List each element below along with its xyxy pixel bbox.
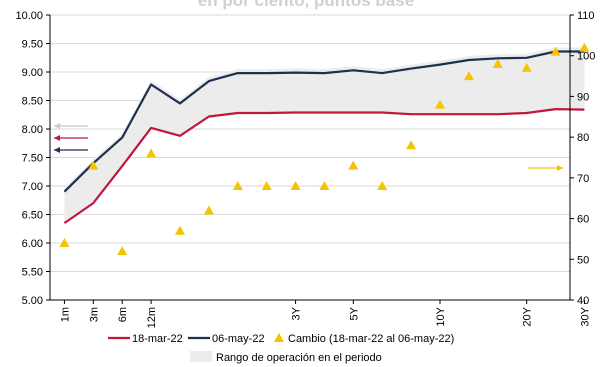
x-tick-label: 3Y xyxy=(291,306,303,320)
legend-swatch-triangle xyxy=(274,333,284,342)
legend-label: Rango de operación en el periodo xyxy=(216,352,382,364)
change-marker xyxy=(261,181,272,190)
x-tick-label: 5Y xyxy=(348,306,360,320)
y-left-tick-label: 7.00 xyxy=(22,181,43,193)
legend-item: 18-mar-22 xyxy=(108,333,183,345)
change-markers xyxy=(59,42,590,256)
change-marker xyxy=(348,160,359,170)
x-tick-label: 6m xyxy=(117,307,129,322)
y-left-tick-label: 8.00 xyxy=(22,124,43,136)
change-marker xyxy=(59,238,70,247)
change-marker xyxy=(406,140,417,150)
chart-title: en por ciento, puntos base xyxy=(198,0,414,10)
band-axis-arrow-left-head xyxy=(54,123,60,129)
y-right-tick-label: 50 xyxy=(577,254,589,266)
change-marker xyxy=(435,99,445,109)
y-right-tick-label: 60 xyxy=(577,214,589,226)
y-right-tick-label: 100 xyxy=(577,51,595,63)
change-marker xyxy=(117,246,128,256)
change-marker xyxy=(203,205,214,215)
change-marker xyxy=(521,62,532,72)
x-tick-label: 20Y xyxy=(522,306,534,326)
change-marker xyxy=(492,58,503,68)
legend-label: 06-may-22 xyxy=(212,333,265,345)
change-marker xyxy=(377,181,388,190)
navy-axis-arrow-left-head xyxy=(54,147,60,153)
y-left-tick-label: 9.00 xyxy=(22,67,43,79)
legend: 18-mar-22 06-may-22 Cambio (18-mar-22 al 0… xyxy=(108,333,454,364)
y-left-tick-label: 9.50 xyxy=(22,39,43,51)
y-right-tick-label: 40 xyxy=(577,295,589,307)
series-line-06-may-22 xyxy=(63,50,585,193)
y-right-tick-label: 110 xyxy=(577,10,595,22)
y-right-tick-label: 70 xyxy=(577,173,589,185)
change-marker xyxy=(319,181,330,190)
x-tick-label: 30Y xyxy=(579,306,591,326)
change-marker xyxy=(88,160,99,170)
y-right-tick-label: 80 xyxy=(577,132,589,144)
y-left-tick-labels: 5.00 5.50 6.00 6.50 7.00 7.50 8.00 8.50 9.00 9.50… xyxy=(15,10,50,307)
y-left-tick-label: 5.50 xyxy=(22,267,43,279)
navy-axis-arrow-left xyxy=(54,147,88,153)
x-tick-label: 10Y xyxy=(435,306,447,326)
yellow-axis-arrow-right xyxy=(528,165,563,171)
change-marker xyxy=(232,181,243,190)
change-marker xyxy=(146,148,157,158)
band-axis-arrow-left xyxy=(54,123,88,129)
y-left-tick-label: 6.00 xyxy=(22,238,43,250)
legend-label: 18-mar-22 xyxy=(132,333,183,345)
x-tick-label: 3m xyxy=(88,307,100,322)
legend-item: Cambio (18-mar-22 al 06-may-22) xyxy=(274,333,454,345)
yellow-axis-arrow-right-head xyxy=(557,165,563,171)
y-left-tick-label: 6.50 xyxy=(22,210,43,222)
change-marker xyxy=(463,71,474,81)
red-axis-arrow-left xyxy=(54,135,88,141)
y-left-tick-label: 5.00 xyxy=(22,295,43,307)
y-left-tick-label: 7.50 xyxy=(22,153,43,165)
change-marker xyxy=(290,181,301,190)
x-tick-labels: 1m 3m 6m 12m 3Y 5Y 10Y 20Y 30Y xyxy=(59,300,591,328)
legend-item: 06-may-22 xyxy=(188,333,265,345)
axis-indicator-arrows xyxy=(54,123,563,171)
y-right-tick-label: 90 xyxy=(577,91,589,103)
y-left-tick-label: 10.00 xyxy=(15,10,43,22)
legend-item: Rango de operación en el periodo xyxy=(190,351,382,364)
series-line-18-mar-22 xyxy=(63,107,585,225)
legend-swatch-box xyxy=(190,351,212,362)
red-axis-arrow-left-head xyxy=(54,135,60,141)
change-marker xyxy=(175,225,185,235)
change-marker xyxy=(579,42,590,52)
x-tick-label: 12m xyxy=(146,307,158,328)
series-lines xyxy=(63,50,585,225)
x-tick-label: 1m xyxy=(59,307,71,322)
change-marker xyxy=(550,46,561,56)
y-right-tick-labels: 40 50 60 70 80 90 100 110 xyxy=(570,10,595,307)
y-left-tick-label: 8.50 xyxy=(22,96,43,108)
legend-label: Cambio (18-mar-22 al 06-may-22) xyxy=(288,333,454,345)
